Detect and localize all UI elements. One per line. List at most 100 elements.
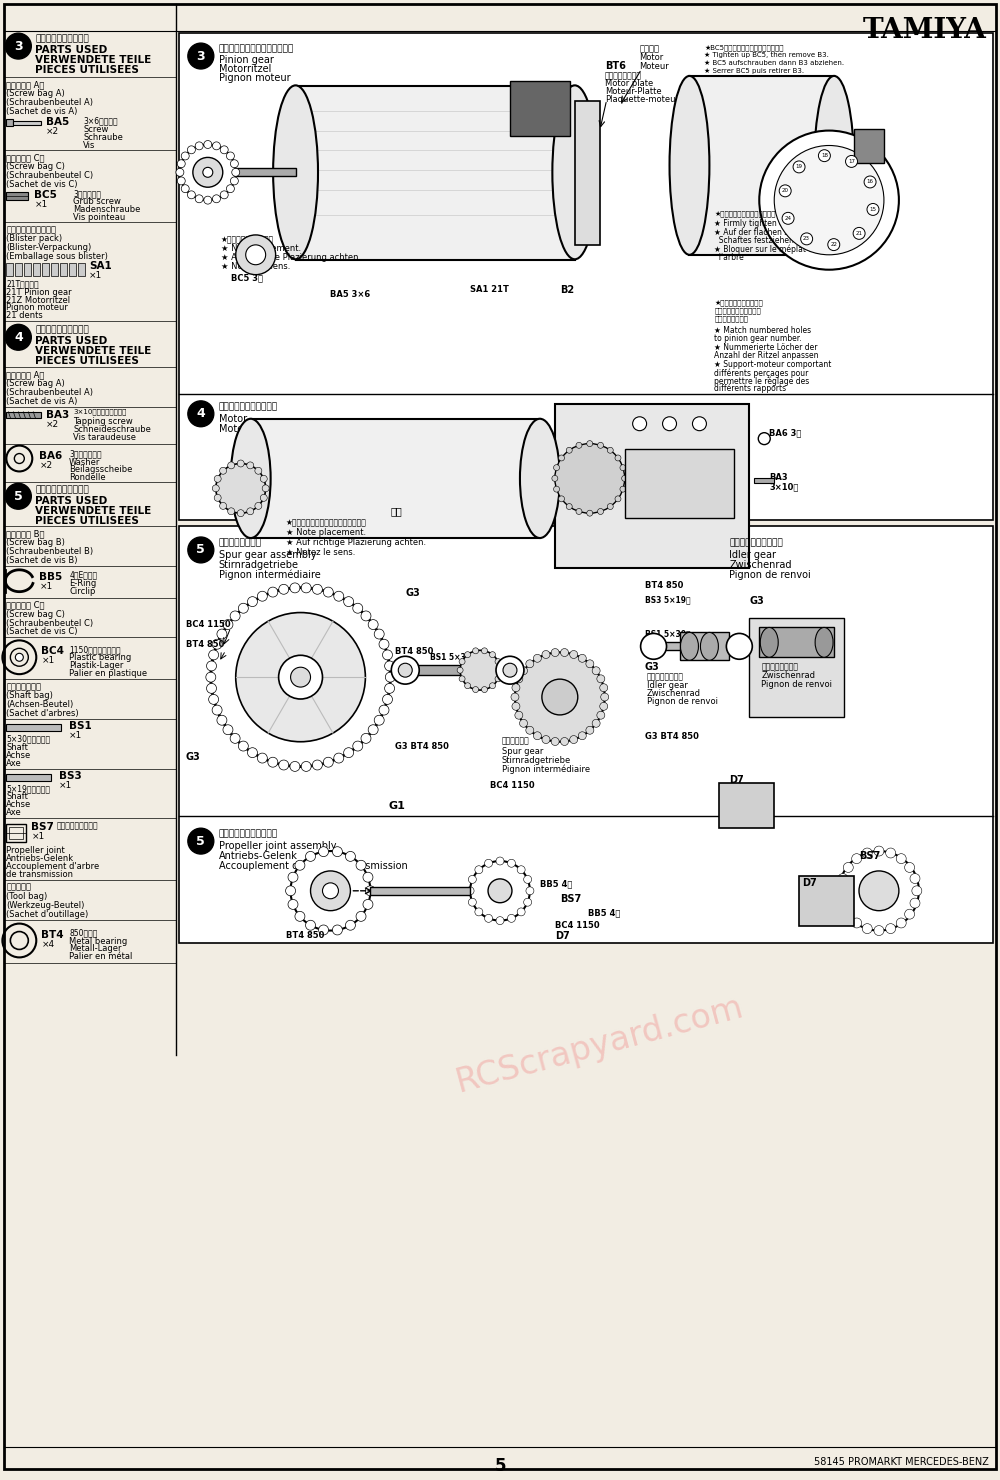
Text: Propeller joint: Propeller joint [6, 847, 65, 855]
Circle shape [774, 145, 884, 255]
Circle shape [843, 863, 853, 872]
Text: PARTS USED: PARTS USED [35, 336, 108, 346]
Text: ★ Support-moteur comportant: ★ Support-moteur comportant [714, 360, 832, 369]
Ellipse shape [552, 86, 597, 259]
Circle shape [663, 417, 677, 431]
Text: Antriebs-Gelenk: Antriebs-Gelenk [6, 854, 74, 863]
Circle shape [874, 925, 884, 935]
Bar [221, 169, 296, 176]
Text: Vis: Vis [83, 141, 96, 149]
Circle shape [181, 185, 189, 192]
Text: PIECES UTILISEES: PIECES UTILISEES [35, 517, 139, 527]
Circle shape [207, 662, 216, 670]
Text: ×1: ×1 [31, 832, 45, 841]
Circle shape [470, 861, 530, 921]
Text: BA3: BA3 [769, 474, 788, 482]
Bar [648, 642, 737, 650]
Bar [854, 129, 884, 163]
Text: 3×10㎜タッピングビス: 3×10㎜タッピングビス [73, 408, 127, 416]
Circle shape [247, 462, 254, 469]
Circle shape [570, 651, 578, 659]
Circle shape [209, 694, 219, 704]
Circle shape [552, 475, 558, 481]
Circle shape [322, 884, 338, 898]
Circle shape [570, 736, 578, 743]
Circle shape [216, 463, 266, 514]
Text: Pignon de renvoi: Pignon de renvoi [761, 681, 832, 690]
Text: 20: 20 [782, 188, 789, 194]
Text: Achse: Achse [6, 801, 32, 810]
Text: ★ Notez le sens.: ★ Notez le sens. [286, 548, 355, 556]
Circle shape [374, 715, 384, 725]
Text: 3×6㎜丸ビス: 3×6㎜丸ビス [83, 117, 118, 126]
Bar [370, 887, 470, 895]
Bar [510, 81, 570, 136]
Text: Pignon moteur: Pignon moteur [219, 73, 290, 83]
Text: 〈使用する小物金具〉: 〈使用する小物金具〉 [35, 485, 89, 494]
Circle shape [319, 925, 329, 935]
Text: Metal bearing: Metal bearing [69, 937, 127, 946]
Bar [6, 824, 26, 842]
Text: ★ Note placement.: ★ Note placement. [221, 244, 301, 253]
Text: Spur gear: Spur gear [502, 747, 543, 756]
Bar [625, 448, 734, 518]
Circle shape [512, 684, 520, 691]
Circle shape [268, 758, 278, 767]
Text: BS7: BS7 [560, 894, 581, 904]
Text: BS1: BS1 [69, 721, 92, 731]
Circle shape [188, 401, 214, 426]
Circle shape [217, 715, 227, 725]
Text: Schaftes festziehen.: Schaftes festziehen. [714, 235, 797, 244]
Circle shape [223, 620, 233, 629]
Bar [33, 263, 40, 275]
Text: (Screw bag A): (Screw bag A) [6, 89, 65, 98]
Text: (Schraubenbeutel C): (Schraubenbeutel C) [6, 172, 94, 181]
Text: （ビス袋詰 A）: （ビス袋詰 A） [6, 80, 45, 89]
Circle shape [204, 197, 212, 204]
Circle shape [332, 847, 342, 857]
Circle shape [905, 909, 915, 919]
Circle shape [290, 761, 300, 771]
Text: G3: G3 [405, 588, 420, 598]
Circle shape [622, 475, 628, 481]
Text: （工具袋）: （工具袋） [6, 884, 31, 892]
Text: Stirnradgetriebe: Stirnradgetriebe [502, 756, 571, 765]
Circle shape [507, 860, 515, 867]
Text: D7: D7 [555, 931, 570, 941]
Text: G3: G3 [186, 752, 201, 762]
Circle shape [859, 870, 899, 910]
Text: BA5 3×6: BA5 3×6 [330, 290, 371, 299]
Circle shape [301, 583, 311, 593]
Text: Spur gear assembly: Spur gear assembly [219, 551, 316, 559]
Text: (Sachet de vis C): (Sachet de vis C) [6, 181, 78, 189]
Circle shape [226, 185, 234, 192]
Bar [251, 419, 540, 539]
Circle shape [212, 704, 222, 715]
Text: Axe: Axe [6, 808, 22, 817]
Text: Propeller joint assembly: Propeller joint assembly [219, 841, 336, 851]
Text: BT4 850: BT4 850 [286, 931, 324, 940]
Text: BA3: BA3 [46, 410, 70, 420]
Circle shape [382, 650, 392, 660]
Text: BC4 1150: BC4 1150 [490, 781, 535, 790]
Circle shape [247, 747, 257, 758]
Circle shape [838, 898, 848, 909]
Circle shape [587, 441, 593, 447]
Text: 21Tピニオン: 21Tピニオン [6, 280, 39, 289]
Circle shape [385, 672, 395, 682]
Text: BA6: BA6 [39, 450, 63, 460]
Circle shape [551, 737, 559, 746]
Circle shape [495, 676, 501, 682]
Circle shape [247, 596, 257, 607]
Circle shape [356, 860, 366, 870]
Circle shape [586, 660, 594, 667]
Circle shape [836, 887, 846, 895]
Circle shape [5, 324, 31, 351]
Text: ★とりつける向きに注意して下さい。: ★とりつける向きに注意して下さい。 [286, 518, 366, 527]
Circle shape [188, 43, 214, 70]
Text: BT4 850: BT4 850 [186, 641, 224, 650]
Bar [754, 478, 774, 484]
Circle shape [905, 863, 915, 872]
Text: ★ Nummerierte Löcher der: ★ Nummerierte Löcher der [714, 343, 818, 352]
Text: Plastic bearing: Plastic bearing [69, 653, 131, 662]
